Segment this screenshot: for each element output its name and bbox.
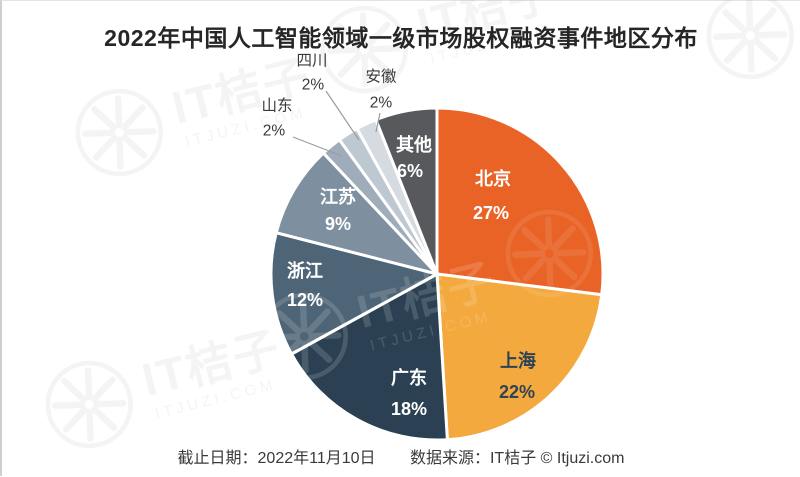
slice-leader-anhui <box>375 112 381 133</box>
slice-label-anhui-name: 安徽 <box>365 68 397 86</box>
slice-label-sichuan-pct: 2% <box>302 77 325 94</box>
slice-label-sichuan-name: 四川 <box>296 53 327 70</box>
deadline-text: 截止日期：2022年11月10日 <box>177 450 376 467</box>
slice-label-other-pct: 6% <box>397 161 423 181</box>
slice-label-beijing-pct: 27% <box>473 203 509 223</box>
pie-slice-zhejiang <box>269 231 439 356</box>
chart-title: 2022年中国人工智能领域一级市场股权融资事件地区分布 <box>104 25 698 51</box>
slice-label-zhejiang-name: 浙江 <box>287 260 323 281</box>
slice-leader-sichuan <box>325 90 360 141</box>
pie-slice-shanghai <box>435 272 604 442</box>
slice-label-other-name: 其他 <box>396 134 432 155</box>
slice-leader-shandong <box>292 136 343 157</box>
slice-label-anhui-pct: 2% <box>370 95 393 112</box>
slice-label-beijing-name: 北京 <box>475 168 511 189</box>
pie-slice-guangdong <box>290 272 449 442</box>
slice-label-shandong-name: 山东 <box>261 97 292 115</box>
slice-label-zhejiang-pct: 12% <box>287 290 323 310</box>
slice-label-jiangsu-name: 江苏 <box>320 186 356 207</box>
pie-slice-beijing <box>435 106 605 297</box>
pie-slice-other <box>374 106 439 276</box>
footer: 截止日期：2022年11月10日 数据来源：IT桔子 © Itjuzi.com <box>2 444 800 468</box>
slice-label-shanghai-name: 上海 <box>500 350 536 371</box>
slice-label-shanghai-pct: 22% <box>499 382 535 402</box>
source-text: 数据来源：IT桔子 © Itjuzi.com <box>409 450 625 467</box>
pie-slice-jiangsu <box>274 151 439 276</box>
slice-label-guangdong-pct: 18% <box>391 399 427 419</box>
slice-label-guangdong-name: 广东 <box>391 367 427 388</box>
slice-label-shandong-pct: 2% <box>263 123 286 140</box>
slice-label-jiangsu-pct: 9% <box>325 214 351 234</box>
